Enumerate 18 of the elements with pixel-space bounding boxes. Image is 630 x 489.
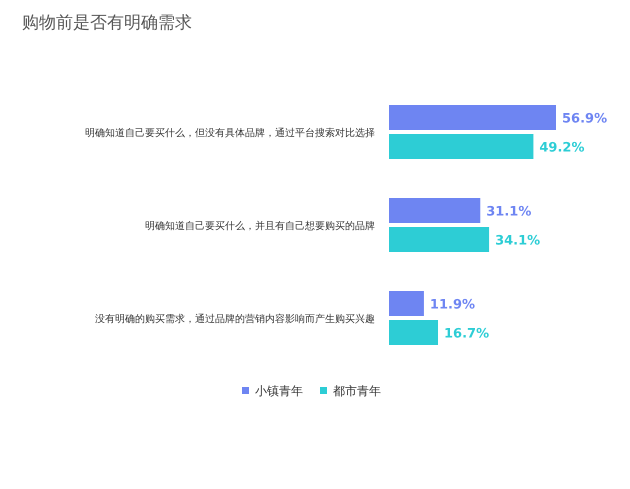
- bar: [389, 227, 490, 252]
- y-tick-label: 明确知道自己要买什么，但没有具体品牌，通过平台搜索对比选择: [85, 127, 375, 139]
- text: 购物前是否有明确需求: [22, 13, 192, 33]
- bar: [389, 320, 438, 345]
- legend-label: 小镇青年: [255, 384, 303, 398]
- data-label: 31.1%: [486, 204, 532, 220]
- bar: [389, 134, 534, 159]
- data-label: 11.9%: [430, 298, 476, 312]
- data-label: 34.1%: [495, 234, 540, 248]
- data-label: 56.9%: [562, 112, 608, 126]
- bar: [389, 291, 424, 316]
- bar: [389, 198, 480, 223]
- y-tick-label: 明确知道自己要买什么，并且有自己想要购买的品牌: [145, 220, 375, 232]
- bar: [389, 105, 556, 130]
- legend-label: 都市青年: [333, 384, 381, 398]
- data-label: 49.2%: [539, 140, 585, 156]
- y-tick-label: 没有明确的购买需求，通过品牌的营销内容影响而产生购买兴趣: [95, 313, 375, 325]
- data-label: 16.7%: [444, 326, 490, 342]
